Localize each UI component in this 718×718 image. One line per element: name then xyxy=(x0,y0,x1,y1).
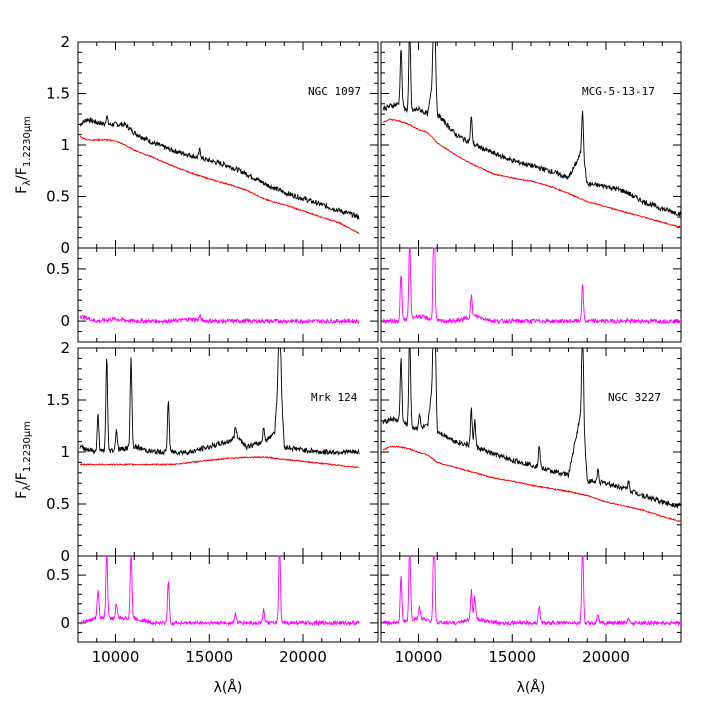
panel-label-ngc3227: NGC 3227 xyxy=(608,391,661,404)
y-axis-title-bottom: Fλ/F1.2230μm xyxy=(14,421,33,499)
y-tick-label-p2-4: 2 xyxy=(60,339,70,357)
observed-series-p3 xyxy=(382,347,682,510)
y-tick-label-p2-1: 0.5 xyxy=(46,495,70,513)
residual-series-p0 xyxy=(79,313,360,325)
x-tick-label-p2-0: 10000 xyxy=(92,648,140,666)
panel-label-mrk124: Mrk 124 xyxy=(311,391,358,404)
x-axis-title-left: λ(Å) xyxy=(214,679,243,696)
residual-frame-p1 xyxy=(380,247,682,343)
y-tick-label-p0-2: 1 xyxy=(60,136,70,154)
model-series-p3 xyxy=(382,445,682,523)
observed-series-p2 xyxy=(79,347,360,456)
y-tick-label-p2-3: 1.5 xyxy=(46,391,70,409)
x-axis-title-right: λ(Å) xyxy=(517,679,546,696)
y-tick-label-p2-0: 0 xyxy=(60,547,70,565)
y-tick-label-p0-0: 0 xyxy=(60,239,70,257)
residual-series-p1 xyxy=(382,247,682,325)
residual-frame-p0 xyxy=(77,247,379,343)
svg-text:Fλ/F1.2230μm: Fλ/F1.2230μm xyxy=(14,421,33,499)
y-tick-label-p2-2: 1 xyxy=(60,443,70,461)
panel-label-mcg-5-13-17: MCG-5-13-17 xyxy=(582,85,655,98)
residual-frame-p2 xyxy=(77,555,379,643)
x-tick-label-p2-1: 15000 xyxy=(185,648,233,666)
res-y-tick-label-p2-0: 0 xyxy=(60,614,70,632)
model-series-p2 xyxy=(79,455,360,469)
y-tick-label-p0-1: 0.5 xyxy=(46,188,70,206)
observed-series-p1 xyxy=(382,41,682,217)
residual-series-p2 xyxy=(79,555,360,627)
svg-text:Fλ/F1.2230μm: Fλ/F1.2230μm xyxy=(14,116,33,194)
spectrum-frame-p0 xyxy=(77,41,379,249)
x-tick-label-p3-0: 10000 xyxy=(395,648,443,666)
x-tick-label-p2-2: 20000 xyxy=(279,648,327,666)
model-series-p0 xyxy=(79,135,360,235)
observed-series-p0 xyxy=(79,114,360,220)
x-tick-label-p3-1: 15000 xyxy=(488,648,536,666)
spectrum-frame-p3 xyxy=(380,347,682,557)
y-tick-label-p0-3: 1.5 xyxy=(46,85,70,103)
residual-frame-p3 xyxy=(380,555,682,643)
spectrum-frame-p1 xyxy=(380,41,682,249)
res-y-tick-label-p0-1: 0.5 xyxy=(46,260,70,278)
panel-label-ngc1097: NGC 1097 xyxy=(308,85,361,98)
residual-series-p3 xyxy=(382,555,682,627)
y-tick-label-p0-4: 2 xyxy=(60,33,70,51)
x-tick-label-p3-2: 20000 xyxy=(582,648,630,666)
res-y-tick-label-p2-1: 0.5 xyxy=(46,566,70,584)
res-y-tick-label-p0-0: 0 xyxy=(60,312,70,330)
y-axis-title-top: Fλ/F1.2230μm xyxy=(14,116,33,194)
model-series-p1 xyxy=(382,118,682,229)
